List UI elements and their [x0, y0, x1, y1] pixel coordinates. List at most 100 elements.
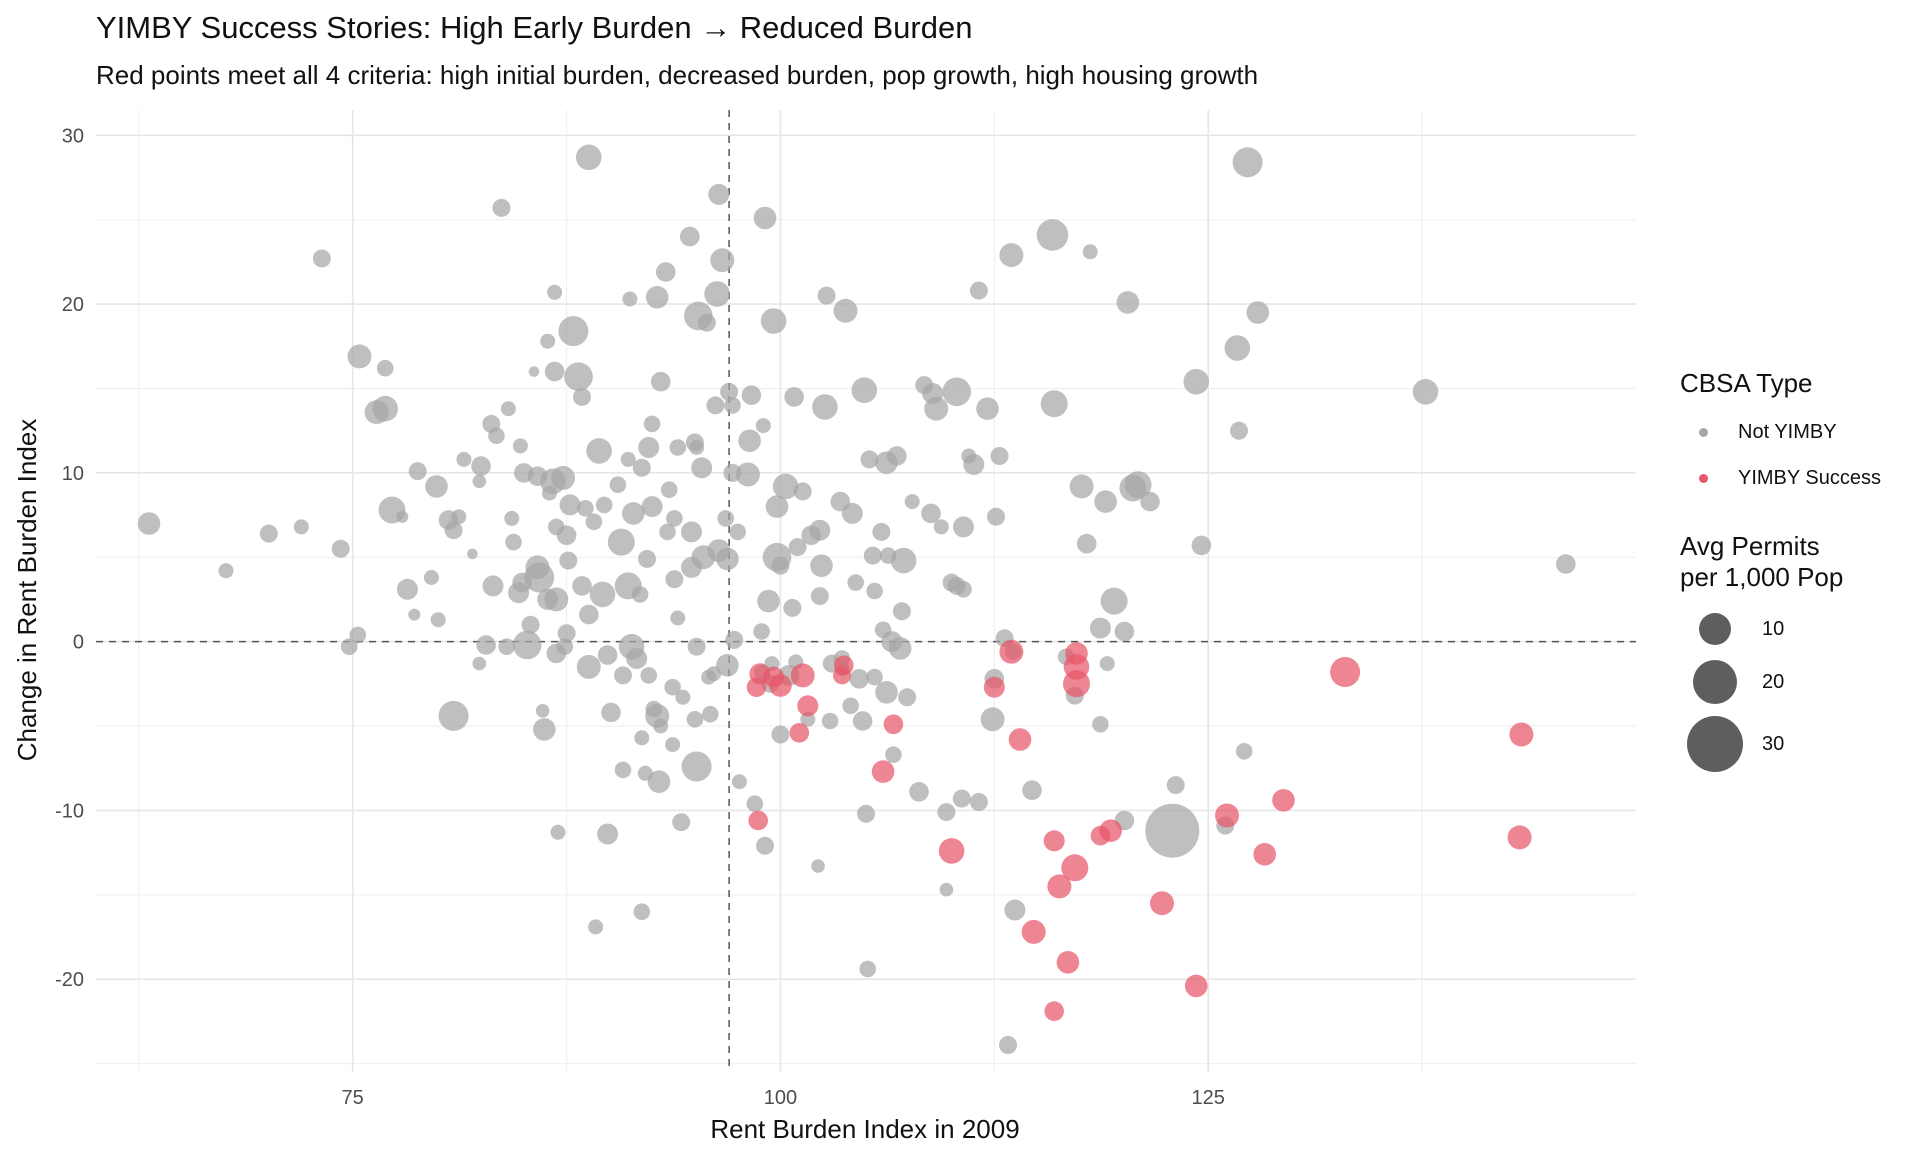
not-yimby-point: [735, 462, 760, 487]
not-yimby-point: [885, 746, 902, 763]
not-yimby-point: [665, 570, 684, 589]
yimby-point: [1272, 789, 1295, 812]
not-yimby-point: [564, 362, 593, 392]
not-yimby-point: [376, 359, 394, 377]
not-yimby-point: [841, 502, 863, 524]
not-yimby-point: [969, 793, 988, 811]
not-yimby-point: [680, 226, 700, 247]
legend: CBSA Type Not YIMBY YIMBY Success Avg Pe…: [1680, 368, 1915, 779]
not-yimby-point: [821, 712, 839, 730]
not-yimby-point: [444, 521, 463, 540]
not-yimby-point: [849, 669, 869, 689]
not-yimby-point: [659, 523, 676, 541]
not-yimby-point: [1094, 490, 1117, 513]
legend-item-yimby-success: YIMBY Success: [1680, 455, 1915, 501]
yimby-point: [871, 760, 895, 783]
not-yimby-point: [451, 509, 467, 525]
not-yimby-point: [810, 587, 829, 606]
not-yimby-point: [756, 836, 774, 855]
not-yimby-point: [585, 513, 603, 531]
not-yimby-point: [521, 615, 540, 634]
not-yimby-point: [852, 711, 873, 731]
not-yimby-point: [793, 482, 812, 501]
yimby-point: [999, 639, 1024, 664]
not-yimby-point: [724, 397, 741, 414]
yimby-point: [748, 810, 768, 831]
x-tick-label: 125: [1192, 1087, 1225, 1109]
not-yimby-point: [1145, 803, 1200, 858]
y-tick-label: -20: [55, 969, 84, 991]
not-yimby-point: [955, 581, 972, 598]
not-yimby-point: [408, 462, 427, 481]
not-yimby-point: [471, 456, 491, 476]
yimby-point: [983, 676, 1005, 698]
not-yimby-point: [847, 574, 864, 591]
not-yimby-point: [681, 521, 702, 543]
not-yimby-point: [640, 667, 657, 684]
chart-subtitle: Red points meet all 4 criteria: high ini…: [96, 60, 1259, 90]
not-yimby-point: [472, 474, 487, 489]
not-yimby-point: [340, 638, 358, 655]
not-yimby-point: [669, 439, 687, 456]
not-yimby-point: [866, 668, 883, 686]
not-yimby-point: [408, 608, 421, 621]
not-yimby-point: [691, 457, 713, 479]
size-key-10: [1699, 613, 1731, 645]
chart-title: YIMBY Success Stories: High Early Burden…: [96, 10, 973, 45]
not-yimby-point: [980, 707, 1005, 732]
not-yimby-point: [890, 547, 917, 574]
not-yimby-point: [833, 298, 858, 323]
y-tick-label: 0: [73, 632, 84, 654]
not-yimby-point: [559, 494, 581, 516]
yimby-point: [883, 714, 904, 735]
not-yimby-point: [717, 510, 734, 527]
not-yimby-point: [909, 782, 929, 802]
not-yimby-point: [498, 638, 515, 655]
not-yimby-point: [438, 700, 469, 731]
not-yimby-point: [620, 451, 636, 467]
not-yimby-point: [810, 554, 833, 577]
not-yimby-point: [953, 516, 974, 538]
not-yimby-point: [708, 183, 730, 205]
not-yimby-point: [939, 882, 954, 897]
not-yimby-point: [1076, 533, 1097, 554]
not-yimby-point: [641, 496, 663, 518]
not-yimby-point: [842, 697, 859, 715]
not-yimby-point: [729, 523, 746, 541]
not-yimby-point: [259, 524, 278, 543]
not-yimby-point: [872, 522, 891, 541]
not-yimby-point: [725, 630, 744, 649]
not-yimby-point: [746, 795, 764, 812]
size-legend-item: 20: [1680, 655, 1915, 709]
yimby-point: [1184, 974, 1208, 998]
not-yimby-point: [524, 562, 555, 593]
not-yimby-point: [544, 587, 569, 612]
yimby-point: [1061, 854, 1089, 882]
not-yimby-point: [492, 198, 511, 217]
not-yimby-point: [331, 539, 350, 558]
not-yimby-point: [704, 281, 730, 307]
not-yimby-point: [618, 633, 645, 660]
not-yimby-point: [942, 377, 971, 407]
not-yimby-point: [738, 429, 761, 453]
not-yimby-point: [638, 549, 656, 568]
not-yimby-point: [1412, 379, 1439, 405]
x-tick-label: 75: [342, 1087, 364, 1109]
yimby-point: [1063, 670, 1090, 698]
y-axis-ticks: -20 -10 0 10 20 30: [55, 125, 84, 991]
not-yimby-point: [921, 503, 941, 524]
not-yimby-point: [817, 286, 836, 305]
not-yimby-point: [551, 465, 576, 490]
yimby-point: [1507, 825, 1532, 850]
not-yimby-point: [293, 519, 309, 535]
yimby-point: [769, 674, 792, 697]
not-yimby-point: [812, 394, 838, 420]
not-yimby-point: [540, 333, 556, 349]
not-yimby-point: [933, 519, 949, 535]
not-yimby-point: [1099, 656, 1115, 672]
not-yimby-point: [771, 725, 790, 744]
not-yimby-point: [892, 602, 911, 621]
yimby-point: [1330, 657, 1361, 687]
not-yimby-point: [647, 770, 671, 793]
not-yimby-point: [609, 476, 627, 494]
